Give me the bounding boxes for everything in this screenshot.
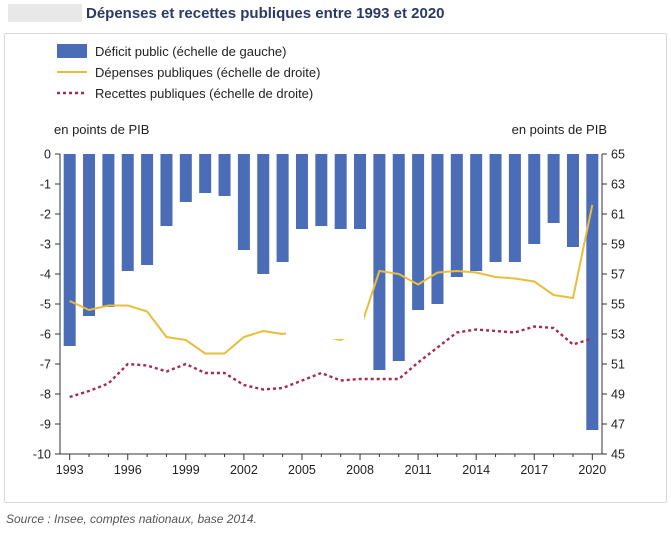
left-tick-label: -1: [40, 178, 51, 192]
bar-deficit-1998: [160, 154, 173, 226]
right-axis-unit: en points de PIB: [512, 122, 607, 137]
title-row: Dépenses et recettes publiques entre 199…: [8, 2, 445, 24]
x-tick-label: 2011: [405, 463, 432, 477]
bar-deficit-1996: [121, 154, 134, 271]
bar-deficit-2012: [431, 154, 444, 304]
left-tick-label: -5: [40, 298, 51, 312]
left-tick-label: -8: [40, 388, 51, 402]
bar-deficit-1994: [83, 154, 96, 316]
left-tick-label: -6: [40, 328, 51, 342]
legend-label: Recettes publiques (échelle de droite): [95, 86, 313, 101]
bar-deficit-2001: [218, 154, 231, 196]
bar-deficit-1995: [102, 154, 115, 307]
right-tick-label: 49: [611, 388, 625, 402]
right-tick-label: 47: [611, 418, 625, 432]
bar-deficit-2019: [566, 154, 579, 247]
x-tick-label: 2020: [578, 463, 606, 477]
left-tick-label: -10: [33, 448, 51, 462]
bar-deficit-2005: [295, 154, 308, 229]
x-tick-label: 1996: [114, 463, 142, 477]
bar-deficit-2009: [373, 154, 386, 370]
left-tick-label: -3: [40, 238, 51, 252]
bar-deficit-1993: [63, 154, 76, 346]
bar-deficit-2013: [450, 154, 463, 277]
bar-deficit-1997: [141, 154, 154, 265]
right-tick-label: 45: [611, 448, 625, 462]
x-tick-label: 2014: [462, 463, 490, 477]
bar-deficit-1999: [179, 154, 192, 202]
left-tick-label: -9: [40, 418, 51, 432]
legend-swatch-bar: [57, 44, 87, 58]
chart-title: Dépenses et recettes publiques entre 199…: [86, 4, 445, 22]
right-tick-label: 55: [611, 298, 625, 312]
x-tick-label: 2017: [520, 463, 548, 477]
bar-deficit-2015: [489, 154, 502, 262]
bar-deficit-2000: [199, 154, 212, 193]
line-recettes: [69, 325, 593, 399]
left-tick-label: -7: [40, 358, 51, 372]
redaction-mask: [286, 277, 364, 339]
left-axis-unit: en points de PIB: [54, 122, 149, 137]
chart-svg: Déficit public (échelle de gauche) Dépens…: [33, 44, 625, 477]
bar-deficit-2010: [392, 154, 405, 361]
bar-deficit-2002: [237, 154, 250, 250]
right-tick-label: 59: [611, 238, 625, 252]
right-tick-label: 57: [611, 268, 625, 282]
right-tick-label: 53: [611, 328, 625, 342]
legend-label: Dépenses publiques (échelle de droite): [95, 65, 320, 80]
chart-frame: Déficit public (échelle de gauche) Dépens…: [4, 33, 667, 503]
redacted-label: [8, 4, 82, 22]
bar-deficit-2017: [528, 154, 541, 244]
source-note: Source : Insee, comptes nationaux, base …: [6, 512, 257, 526]
x-tick-label: 2005: [288, 463, 316, 477]
x-tick-label: 2002: [230, 463, 258, 477]
bar-deficit-2016: [508, 154, 521, 262]
bar-deficit-2004: [276, 154, 289, 262]
x-tick-label: 1993: [56, 463, 84, 477]
x-tick-label: 2008: [346, 463, 374, 477]
left-tick-label: -4: [40, 268, 51, 282]
left-tick-label: -2: [40, 208, 51, 222]
bar-deficit-2011: [412, 154, 425, 310]
legend-label: Déficit public (échelle de gauche): [95, 44, 287, 59]
right-tick-label: 65: [611, 148, 625, 162]
bar-deficit-2018: [547, 154, 560, 223]
bar-deficit-2008: [354, 154, 367, 229]
bar-deficit-2003: [257, 154, 270, 274]
right-tick-label: 61: [611, 208, 625, 222]
bar-deficit-2006: [315, 154, 328, 226]
left-tick-label: 0: [44, 148, 51, 162]
right-tick-label: 63: [611, 178, 625, 192]
bar-deficit-2007: [334, 154, 347, 229]
right-tick-label: 51: [611, 358, 625, 372]
bar-deficit-2014: [470, 154, 483, 271]
bar-deficit-2020: [586, 154, 599, 430]
x-tick-label: 1999: [172, 463, 200, 477]
